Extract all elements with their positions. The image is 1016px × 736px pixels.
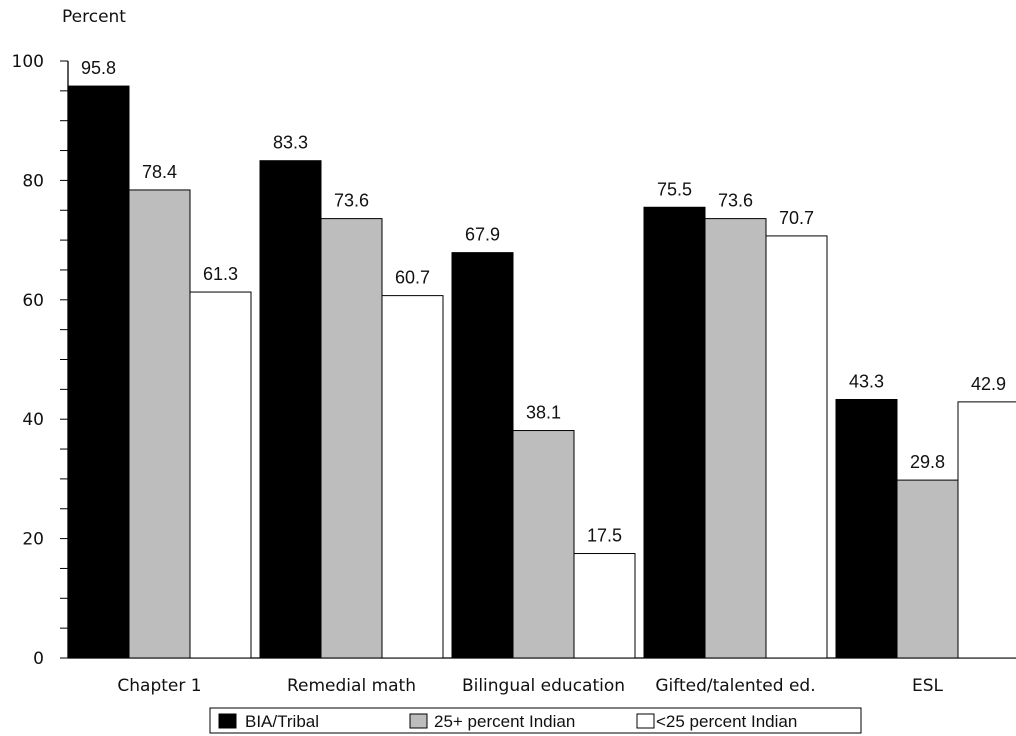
bar [835, 398, 898, 659]
data-label: 29.8 [910, 452, 945, 472]
bar [573, 553, 636, 659]
bar [320, 218, 383, 659]
y-tick-label: 20 [22, 530, 44, 550]
legend-label: BIA/Tribal [245, 712, 319, 731]
y-tick-label: 100 [12, 52, 44, 72]
bar [451, 252, 514, 659]
y-tick-label: 0 [33, 649, 44, 669]
data-label: 73.6 [334, 191, 369, 211]
bar [896, 479, 959, 659]
bar [765, 235, 828, 659]
data-labels-group: 95.8 78.4 61.3 83.3 73.6 60.7 67.9 38.1 17.5 75.5… [81, 58, 1006, 545]
data-label: 70.7 [779, 208, 814, 228]
legend-label: 25+ percent Indian [434, 712, 575, 731]
data-label: 73.6 [718, 191, 753, 211]
legend-label: <25 percent Indian [656, 712, 797, 731]
bar [643, 206, 706, 659]
category-label: Remedial math [287, 676, 416, 696]
bars-group [67, 85, 1016, 659]
category-labels-group: Chapter 1 Remedial math Bilingual educatio… [117, 676, 943, 696]
legend-swatch [636, 713, 655, 729]
bar [128, 189, 191, 659]
legend-swatch [409, 713, 428, 729]
data-label: 17.5 [587, 526, 622, 546]
data-label: 75.5 [657, 179, 692, 199]
data-label: 61.3 [203, 264, 238, 284]
bar [189, 291, 252, 659]
data-label: 60.7 [395, 268, 430, 288]
bar [67, 85, 130, 659]
data-label: 38.1 [526, 403, 561, 423]
legend-box [209, 707, 862, 734]
category-label: Gifted/talented ed. [655, 676, 815, 696]
category-label: ESL [912, 676, 944, 696]
bar [259, 160, 322, 659]
bar [704, 218, 767, 659]
bar [957, 401, 1016, 659]
category-label: Bilingual education [462, 676, 625, 696]
y-axis-title: Percent [62, 7, 126, 27]
data-label: 78.4 [142, 162, 177, 182]
y-tick-label: 80 [22, 171, 44, 191]
y-tick-label: 60 [22, 291, 44, 311]
category-label: Chapter 1 [117, 676, 201, 696]
data-label: 95.8 [81, 58, 116, 78]
legend-swatch [218, 713, 237, 729]
data-label: 67.9 [465, 225, 500, 245]
bar [512, 430, 575, 659]
data-label: 42.9 [971, 374, 1006, 394]
legend: BIA/Tribal 25+ percent Indian <25 percent … [209, 707, 862, 734]
y-tick-label: 40 [22, 410, 44, 430]
data-label: 43.3 [849, 371, 884, 391]
data-label: 83.3 [273, 133, 308, 153]
bar [381, 295, 444, 659]
